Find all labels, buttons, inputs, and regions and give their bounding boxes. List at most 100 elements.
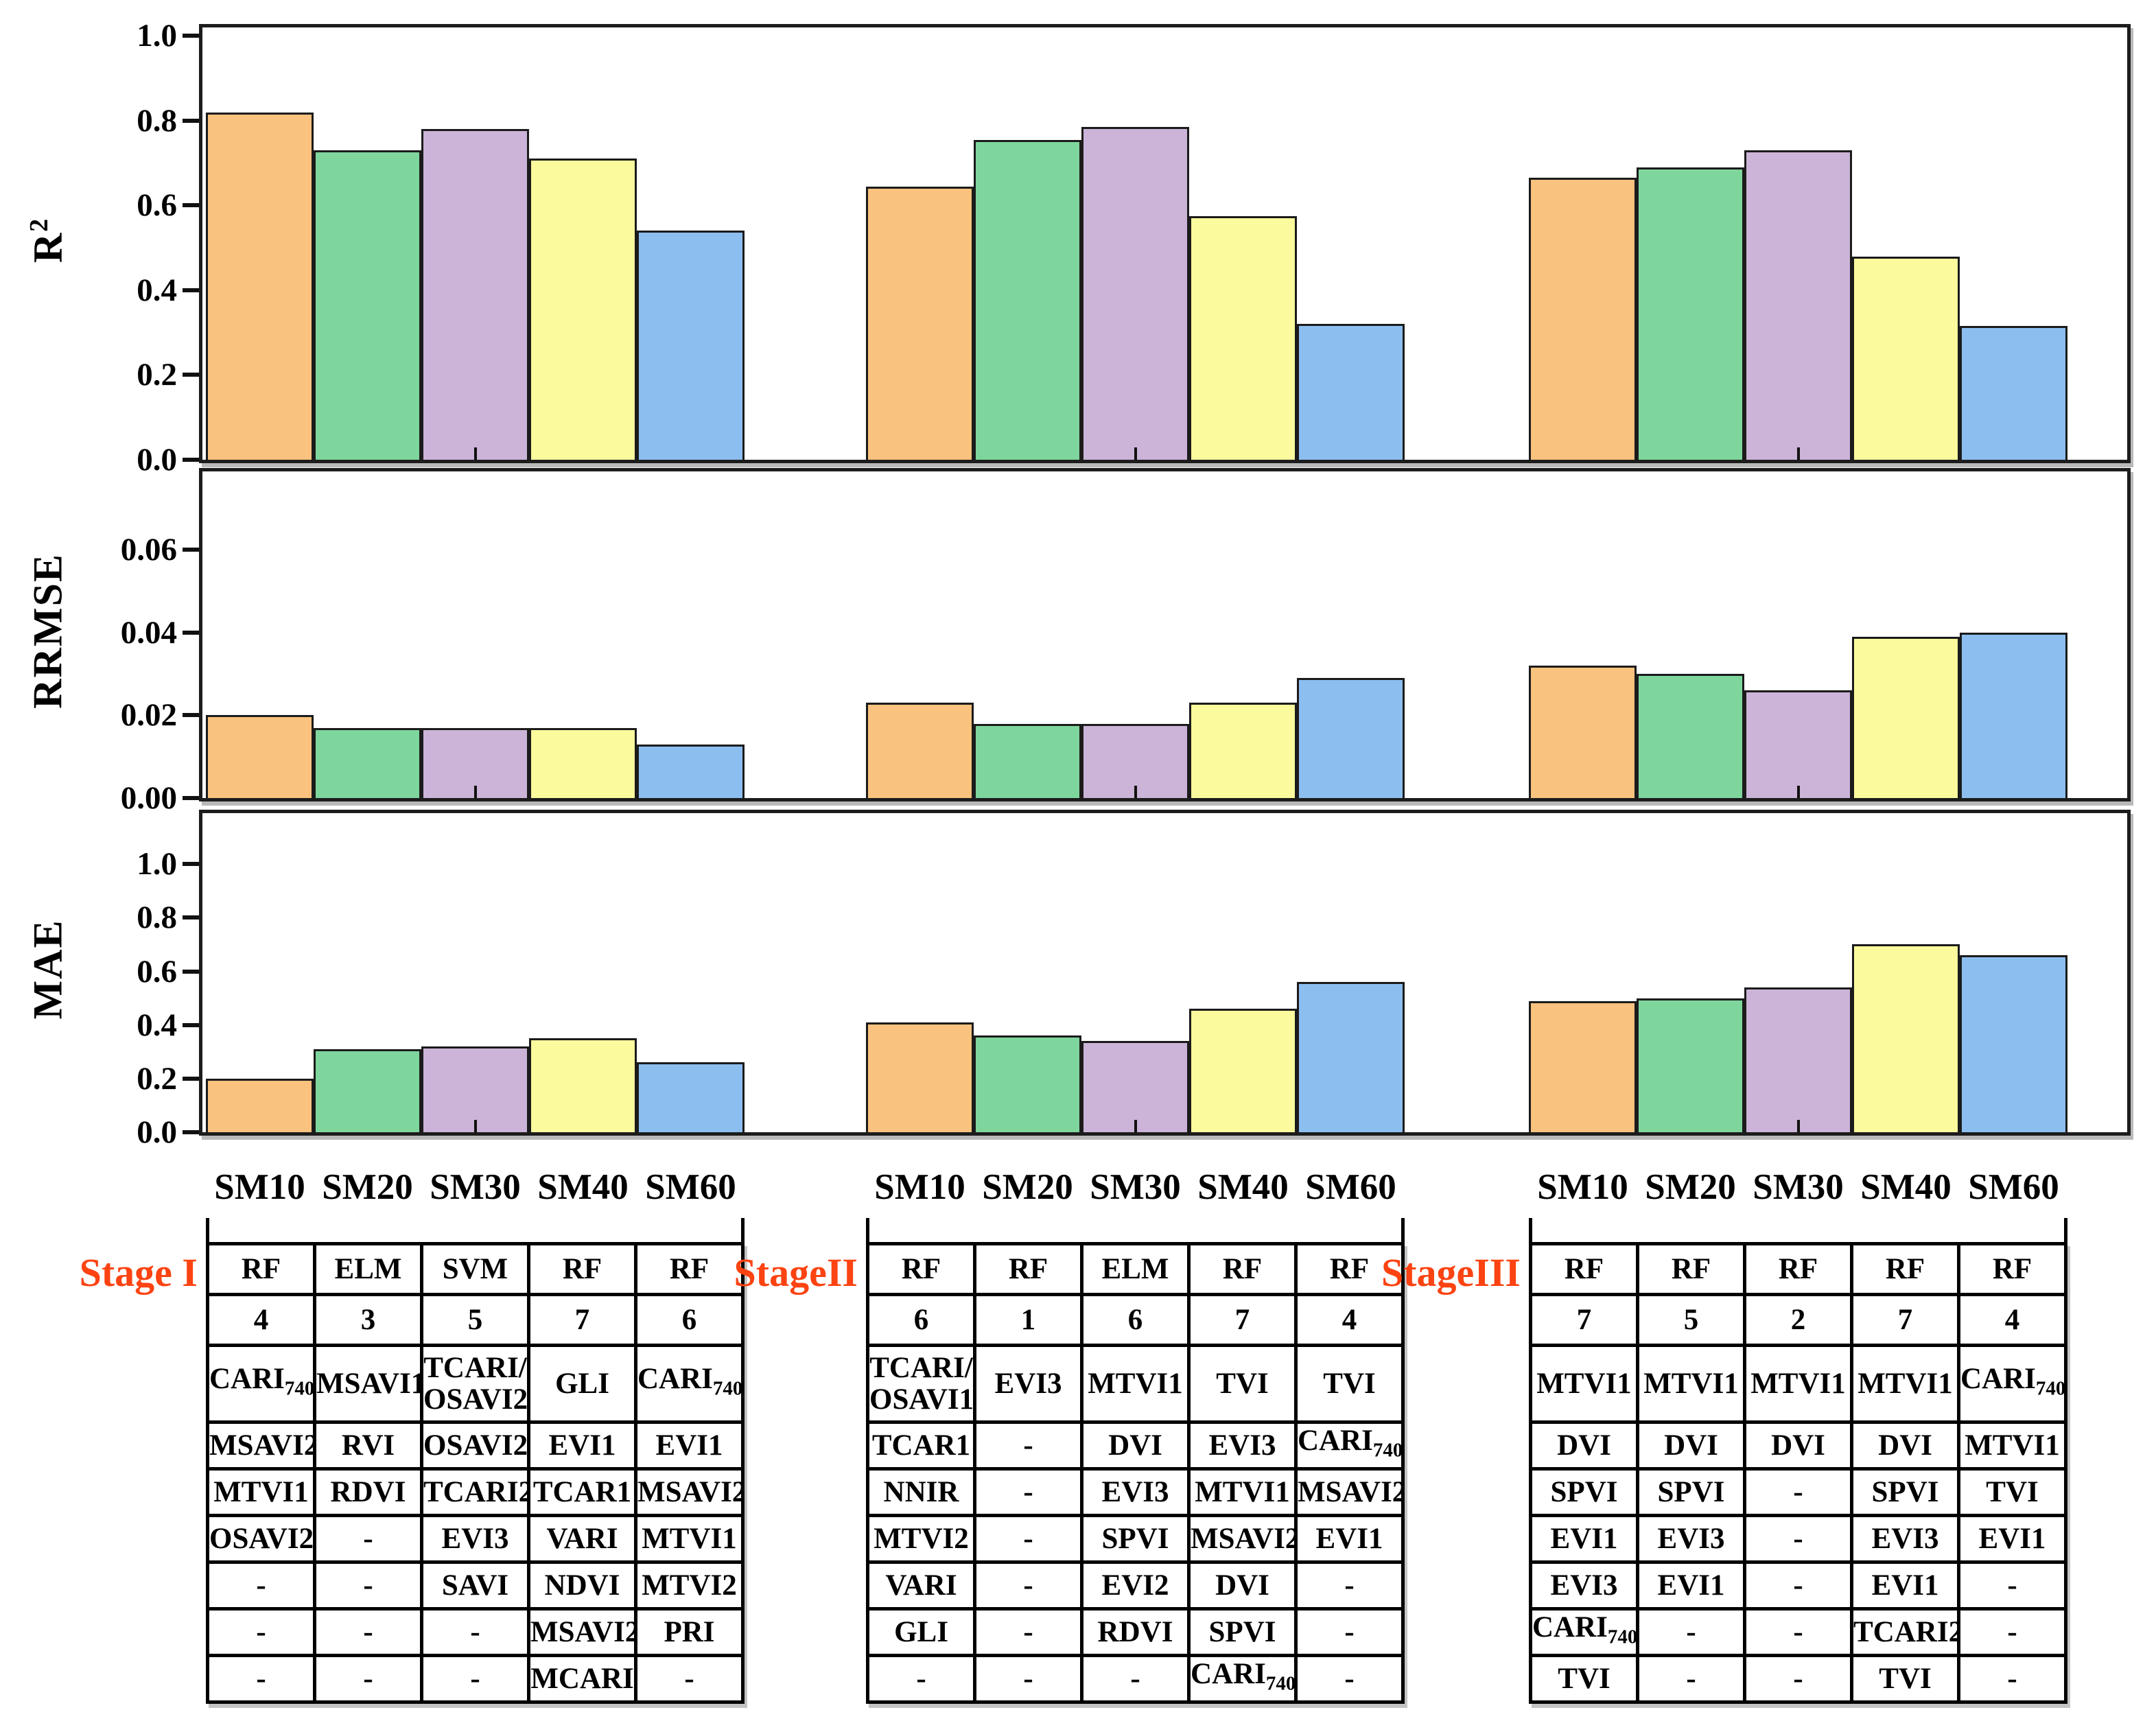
table-cell: - (313, 1514, 423, 1564)
bar-sm40-group2 (1189, 1009, 1297, 1132)
table-cell: EVI1 (1850, 1560, 1960, 1611)
bar-sm40-group3 (1852, 944, 1960, 1132)
table-cell: NNIR (866, 1467, 976, 1517)
table-row: RF RF ELM RF RF (866, 1242, 1405, 1296)
table-cell: MTVI1 (206, 1467, 316, 1517)
table-cell: TCARI/OSAVI1 (866, 1344, 976, 1424)
table-cell: SPVI (1636, 1467, 1746, 1517)
y-axis-tick-label: 0.0 (137, 442, 177, 478)
table-cell: - (973, 1607, 1083, 1657)
table-cell: - (206, 1560, 316, 1611)
table-row: VARI - EVI2 DVI - (866, 1560, 1405, 1611)
table-axis-connector (866, 1218, 1405, 1242)
table-cell: PRI (634, 1607, 745, 1657)
x-axis-tick (473, 447, 477, 460)
table-cell: EVI3 (1080, 1467, 1191, 1517)
bar-sm40-group1 (529, 1038, 637, 1132)
table-cell: EVI3 (1636, 1514, 1746, 1564)
y-axis-tick (183, 119, 199, 123)
table-cell: RF (973, 1242, 1083, 1296)
y-axis-tick (183, 713, 199, 717)
y-axis-tick-label: 0.02 (120, 697, 177, 733)
bar-sm10-group1 (206, 1079, 314, 1132)
y-axis-tick (183, 1130, 199, 1134)
y-axis-tick (183, 1077, 199, 1081)
table-row: OSAVI2- EVI3 VARI MTVI1 (206, 1514, 745, 1564)
table-cell: TVI (1294, 1344, 1405, 1424)
table-cell: - (973, 1514, 1083, 1564)
variables-table: RF RF ELM RF RF 6 1 6 7 4 TCARI/OSAVI1 EVI3 MTVI1 TVI… (866, 1242, 1405, 1704)
table-cell: MTVI1 (1850, 1344, 1960, 1424)
table-cell: EVI1 (527, 1420, 637, 1471)
y-axis-title-rrmse: RRMSE (25, 553, 71, 709)
table-cell: RDVI (313, 1467, 423, 1517)
table-row: - - - MSAVI2 PRI (206, 1607, 745, 1657)
table-cell: EVI1 (634, 1420, 745, 1471)
bar-sm30-group3 (1744, 150, 1852, 460)
table-row: RF ELM SVM RF RF (206, 1242, 745, 1296)
y-axis-tick (183, 915, 199, 920)
table-cell: - (1743, 1514, 1853, 1564)
bar-sm40-group3 (1852, 257, 1960, 460)
table-cell: RF (1636, 1242, 1746, 1296)
table-cell: 6 (634, 1293, 745, 1347)
table-cell: SVM (420, 1242, 530, 1296)
table-cell: CARI740 (634, 1344, 745, 1424)
table-row: - - SAVI NDVI MTVI2 (206, 1560, 745, 1611)
table-cell: MTVI2 (634, 1560, 745, 1611)
y-axis-tick (183, 373, 199, 377)
table-cell: OSAVI2 (206, 1514, 316, 1564)
bar-sm40-group1 (529, 728, 637, 798)
table-cell: RF (634, 1242, 745, 1296)
table-row: EVI1 EVI3- EVI3 EVI1 (1529, 1514, 2067, 1564)
table-cell: CARI740 (206, 1344, 316, 1424)
table-cell: MSAVI2 (1187, 1514, 1298, 1564)
y-axis-tick-label: 0.4 (137, 272, 177, 308)
bar-sm20-group3 (1637, 998, 1744, 1132)
table-cell: EVI3 (1850, 1514, 1960, 1564)
table-cell: MSAVI2 (634, 1467, 745, 1517)
x-axis-tick (1134, 447, 1137, 460)
table-cell: MSAVI1 (313, 1344, 423, 1424)
column-header-sm30-group1: SM30 (430, 1167, 521, 1207)
table-cell: - (1080, 1654, 1191, 1704)
bar-sm10-group3 (1529, 666, 1637, 798)
table-row: CARI740- - TCARI2- (1529, 1607, 2067, 1657)
table-cell: SPVI (1850, 1467, 1960, 1517)
y-axis-tick-label: 0.8 (137, 103, 177, 139)
table-cell: 1 (973, 1293, 1083, 1347)
bar-sm30-group2 (1081, 127, 1189, 460)
bar-sm10-group2 (866, 1022, 974, 1132)
column-header-sm20-group2: SM20 (982, 1167, 1073, 1207)
table-cell: 5 (420, 1293, 530, 1347)
bar-sm20-group1 (314, 150, 421, 460)
table-cell: MSAVI2 (206, 1420, 316, 1471)
stage-label-2: StageII (734, 1250, 858, 1295)
table-cell: CARI740 (1957, 1344, 2067, 1424)
table-cell: - (866, 1654, 976, 1704)
table-cell: SPVI (1080, 1514, 1191, 1564)
y-axis-tick (183, 970, 199, 974)
table-cell: - (1743, 1467, 1853, 1517)
table-cell: TCARI2 (420, 1467, 530, 1517)
x-axis-tick (473, 1120, 477, 1132)
column-header-sm60-group3: SM60 (1968, 1167, 2059, 1207)
bar-sm10-group3 (1529, 1001, 1637, 1132)
table-cell: GLI (866, 1607, 976, 1657)
table-cell: - (973, 1560, 1083, 1611)
table-cell: 5 (1636, 1293, 1746, 1347)
table-cell: RF (527, 1242, 637, 1296)
table-cell: 2 (1743, 1293, 1853, 1347)
table-cell: RF (1294, 1242, 1405, 1296)
table-cell: MTVI1 (1187, 1467, 1298, 1517)
table-cell: MSAVI2 (1294, 1467, 1405, 1517)
bar-sm60-group3 (1960, 326, 2067, 460)
table-cell: - (1743, 1607, 1853, 1657)
table-cell: EVI1 (1529, 1514, 1639, 1564)
y-axis-tick-label: 1.0 (137, 846, 177, 882)
table-cell: DVI (1743, 1420, 1853, 1471)
table-cell: SAVI (420, 1560, 530, 1611)
x-axis-tick (473, 786, 477, 798)
table-cell: RDVI (1080, 1607, 1191, 1657)
